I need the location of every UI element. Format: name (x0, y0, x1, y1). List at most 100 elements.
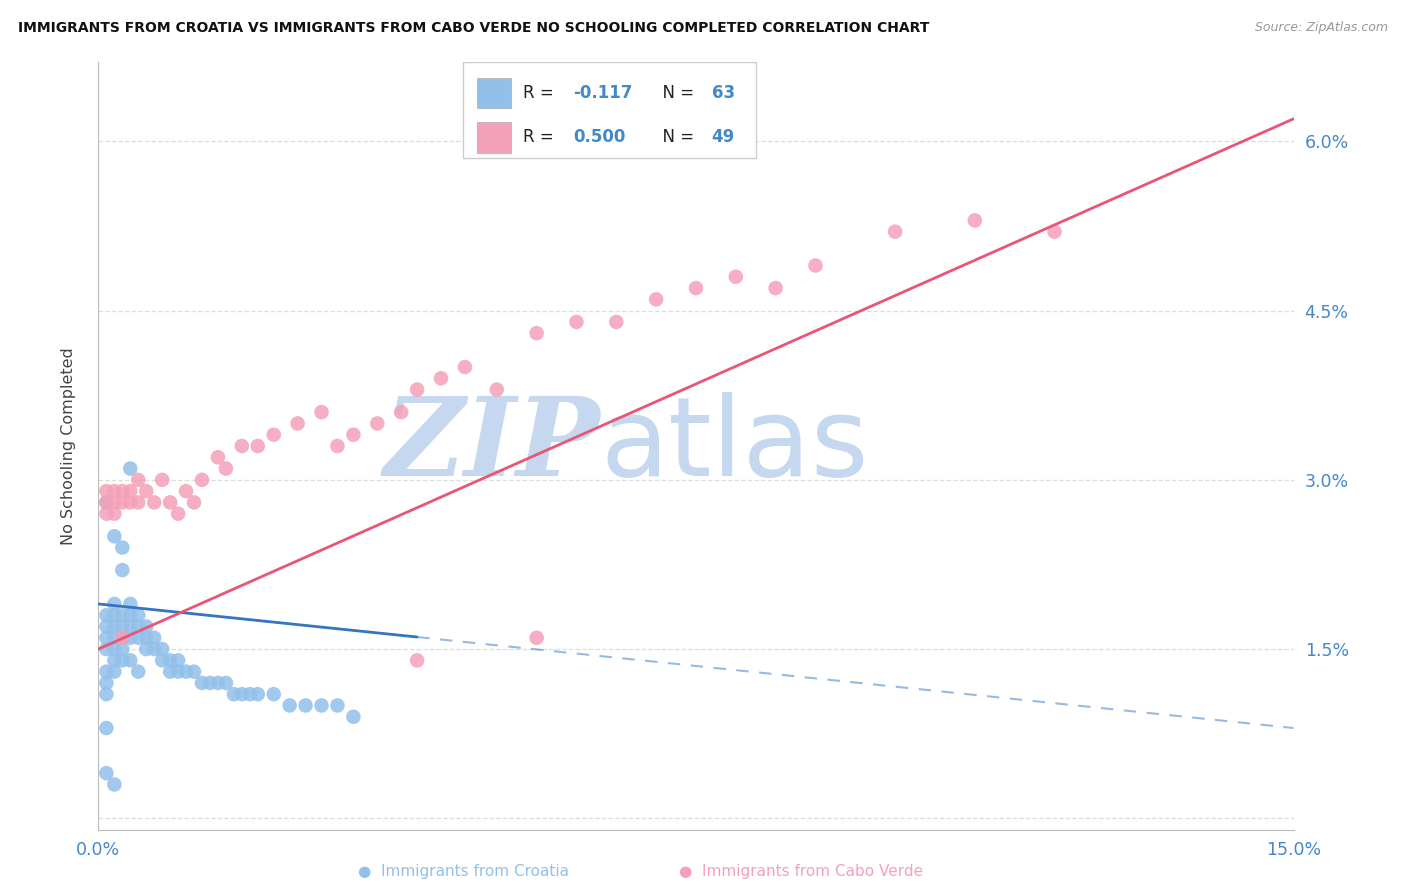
Text: 0.500: 0.500 (572, 128, 626, 146)
Point (135, 484, 157, 499)
Point (239, 687, 262, 701)
Point (222, 687, 245, 701)
Text: N =: N = (652, 128, 699, 146)
Point (526, 326, 548, 341)
Point (207, 676, 229, 690)
Point (103, 608, 125, 623)
Point (231, 439, 253, 453)
Point (111, 563, 134, 577)
Point (311, 698, 333, 713)
Text: ZIP: ZIP (384, 392, 600, 500)
Point (884, 225, 907, 239)
Point (135, 631, 157, 645)
Text: IMMIGRANTS FROM CROATIA VS IMMIGRANTS FROM CABO VERDE NO SCHOOLING COMPLETED COR: IMMIGRANTS FROM CROATIA VS IMMIGRANTS FR… (18, 21, 929, 35)
Point (246, 439, 269, 453)
Point (485, 383, 508, 397)
Point (135, 619, 157, 633)
Point (1043, 225, 1066, 239)
Point (103, 484, 125, 499)
Point (120, 608, 142, 623)
Point (430, 371, 453, 385)
Point (96, 495, 118, 509)
Point (120, 619, 142, 633)
Point (159, 495, 181, 509)
Point (406, 383, 429, 397)
Point (111, 642, 134, 657)
Point (96, 676, 118, 690)
Point (724, 269, 747, 284)
Point (96, 507, 118, 521)
Point (150, 642, 173, 657)
Point (127, 608, 149, 623)
Point (96, 495, 118, 509)
Point (111, 619, 134, 633)
Point (96, 608, 118, 623)
Point (143, 642, 166, 657)
Point (103, 495, 125, 509)
Point (127, 619, 149, 633)
Text: atlas: atlas (600, 392, 869, 500)
Point (326, 439, 349, 453)
Point (167, 665, 190, 679)
Point (127, 473, 149, 487)
Point (103, 619, 125, 633)
Point (389, 405, 412, 419)
Point (96, 631, 118, 645)
Point (120, 631, 142, 645)
Point (111, 541, 134, 555)
Point (526, 631, 548, 645)
Point (342, 427, 364, 442)
Point (135, 642, 157, 657)
Point (96, 766, 118, 780)
Point (120, 461, 142, 475)
Point (183, 495, 205, 509)
Point (103, 642, 125, 657)
Point (111, 495, 134, 509)
Point (96, 619, 118, 633)
Point (111, 653, 134, 667)
Point (150, 653, 173, 667)
Point (127, 495, 149, 509)
Text: ●  Immigrants from Croatia: ● Immigrants from Croatia (359, 864, 569, 879)
Point (120, 597, 142, 611)
Point (96, 642, 118, 657)
Point (159, 653, 181, 667)
Point (111, 631, 134, 645)
Point (246, 687, 269, 701)
Text: R =: R = (523, 84, 558, 102)
Point (765, 281, 787, 295)
Point (120, 495, 142, 509)
Point (454, 359, 477, 374)
Text: ●  Immigrants from Cabo Verde: ● Immigrants from Cabo Verde (679, 864, 924, 879)
Point (143, 631, 166, 645)
Point (103, 777, 125, 791)
Point (366, 417, 388, 431)
Point (287, 417, 309, 431)
Point (120, 484, 142, 499)
Point (685, 281, 707, 295)
Y-axis label: No Schooling Completed: No Schooling Completed (62, 347, 76, 545)
FancyBboxPatch shape (463, 62, 756, 158)
Point (96, 721, 118, 735)
Point (263, 687, 285, 701)
Point (215, 676, 238, 690)
Point (263, 427, 285, 442)
Point (143, 495, 166, 509)
Point (294, 698, 316, 713)
Point (804, 259, 827, 273)
Point (96, 665, 118, 679)
FancyBboxPatch shape (477, 122, 510, 153)
Text: Source: ZipAtlas.com: Source: ZipAtlas.com (1254, 21, 1388, 34)
Point (207, 450, 229, 465)
FancyBboxPatch shape (477, 78, 510, 109)
Point (103, 529, 125, 543)
Point (167, 653, 190, 667)
Point (406, 653, 429, 667)
Point (103, 665, 125, 679)
Point (111, 608, 134, 623)
Point (191, 473, 214, 487)
Point (127, 665, 149, 679)
Text: N =: N = (652, 84, 699, 102)
Point (198, 676, 221, 690)
Point (103, 507, 125, 521)
